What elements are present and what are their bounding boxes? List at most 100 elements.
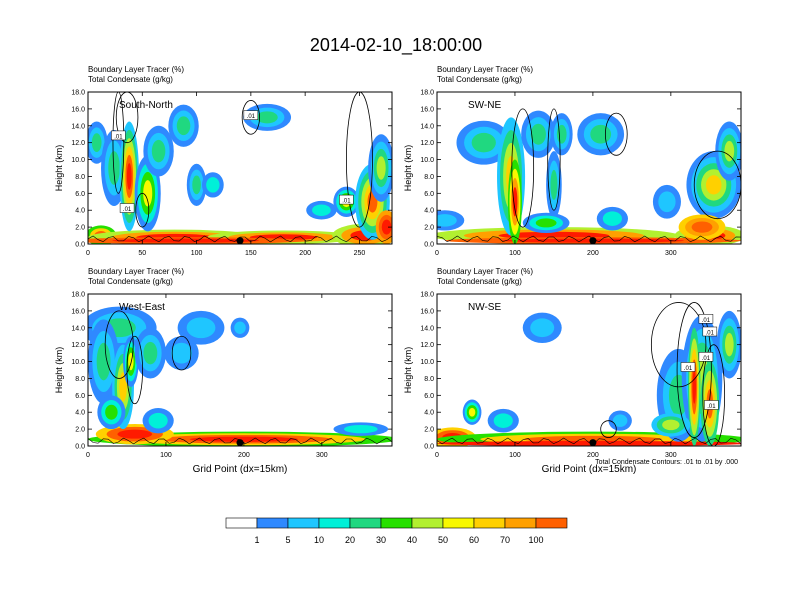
- y-axis-label: Height (km): [54, 145, 64, 192]
- colorbar: 1 5 10 20 30 40 50 60 70 100: [225, 517, 568, 545]
- plot-frame: [436, 293, 742, 447]
- contour-label-box: [680, 362, 696, 372]
- contour-line: [600, 420, 617, 438]
- field-blob: [535, 218, 557, 228]
- contour-line: [241, 100, 260, 135]
- contour-line: [135, 192, 150, 228]
- y-axis-label: Height (km): [403, 145, 413, 192]
- y-tick-label: 0.0: [75, 444, 85, 451]
- contour-label: .01: [706, 331, 715, 337]
- y-tick-label: 4.0: [75, 410, 85, 417]
- location-marker: [236, 439, 244, 447]
- colorbar-label: 50: [438, 535, 448, 545]
- field-blob: [468, 407, 476, 417]
- y-tick-label: 6.0: [424, 191, 434, 198]
- panel-label: South-North: [119, 100, 173, 111]
- panel-4: .01 .01 .01 .01 .01 0.0 2.0 4.0 6.0 8.0 10.0 12.0 14…: [403, 267, 742, 475]
- field-blob: [437, 440, 741, 446]
- field-blob: [437, 214, 457, 227]
- location-marker: [236, 237, 244, 245]
- contour-label: .01: [707, 404, 716, 410]
- x-tick-label: 200: [299, 250, 311, 257]
- y-tick-label: 2.0: [424, 427, 434, 434]
- field-blob: [590, 124, 612, 144]
- y-tick-label: 6.0: [75, 393, 85, 400]
- y-tick-label: 14.0: [71, 325, 85, 332]
- field-blob: [143, 180, 153, 207]
- field-blob: [112, 238, 260, 243]
- surface-contour: [437, 437, 741, 445]
- field-blob: [344, 424, 378, 434]
- panel-label: SW-NE: [468, 100, 501, 111]
- x-tick-label: 200: [587, 250, 599, 257]
- y-tick-label: 8.0: [424, 174, 434, 181]
- panel-subtitle-line1: Boundary Layer Tracer (%): [88, 267, 184, 276]
- field-blob: [705, 175, 722, 195]
- contour-line: [171, 335, 192, 371]
- contour-line: [676, 302, 712, 438]
- contour-footnote: Total Condensate Contours: .01 to .01 by…: [595, 459, 738, 466]
- x-axis-label: Grid Point (dx=15km): [193, 464, 288, 475]
- panel-2: 0.0 2.0 4.0 6.0 8.0 10.0 12.0 14.0 16.0 18.0 0 100 2…: [403, 65, 742, 257]
- y-tick-label: 12.0: [71, 342, 85, 349]
- x-tick-label: 50: [138, 250, 146, 257]
- y-tick-label: 14.0: [420, 325, 434, 332]
- panel-label: NW-SE: [468, 302, 501, 313]
- x-tick-label: 200: [238, 452, 250, 459]
- contour-label: .01: [247, 114, 256, 120]
- contour-label-box: [111, 130, 126, 141]
- contour-line: [346, 92, 373, 228]
- field-blob: [119, 372, 127, 402]
- colorbar-swatch: [318, 517, 351, 529]
- field-blob: [256, 111, 278, 124]
- colorbar-label: 10: [314, 535, 324, 545]
- x-tick-label: 0: [435, 452, 439, 459]
- field-blob: [662, 419, 680, 431]
- plot-frame: [436, 91, 742, 245]
- field-blob: [471, 132, 496, 153]
- y-axis-label: Height (km): [403, 347, 413, 394]
- colorbar-swatch: [225, 517, 258, 529]
- y-tick-label: 18.0: [420, 90, 434, 97]
- field-blob: [151, 139, 166, 163]
- contour-label-box: [698, 352, 714, 362]
- y-tick-label: 12.0: [420, 140, 434, 147]
- colorbar-swatch: [442, 517, 475, 529]
- field-blob: [530, 123, 546, 145]
- panel-subtitle-line1: Boundary Layer Tracer (%): [88, 65, 184, 74]
- y-tick-label: 0.0: [424, 242, 434, 249]
- y-tick-label: 18.0: [71, 90, 85, 97]
- condensate-contours: [88, 92, 392, 243]
- panel-subtitle-line2: Total Condensate (g/kg): [437, 277, 522, 286]
- x-tick-label: 200: [587, 452, 599, 459]
- field-blob: [550, 169, 558, 200]
- x-axis-label: Grid Point (dx=15km): [542, 464, 637, 475]
- y-tick-label: 12.0: [420, 342, 434, 349]
- colorbar-label: 40: [407, 535, 417, 545]
- y-tick-label: 2.0: [424, 225, 434, 232]
- field-blob: [91, 133, 102, 153]
- field-blob: [530, 318, 555, 338]
- colorbar-swatch: [287, 517, 320, 529]
- contour-line: [511, 108, 535, 228]
- y-tick-label: 18.0: [71, 292, 85, 299]
- surface-contour: [437, 235, 741, 243]
- contour-line: [126, 335, 143, 405]
- colorbar-label: 70: [500, 535, 510, 545]
- field-blob: [176, 116, 191, 136]
- panel-subtitle-line1: Boundary Layer Tracer (%): [437, 267, 533, 276]
- x-tick-label: 300: [316, 452, 328, 459]
- y-tick-label: 0.0: [424, 444, 434, 451]
- y-tick-label: 10.0: [420, 157, 434, 164]
- y-tick-label: 10.0: [420, 359, 434, 366]
- field-blob: [658, 191, 676, 213]
- contour-line: [104, 310, 134, 379]
- field-blob: [148, 412, 168, 429]
- contour-label-box: [704, 400, 719, 410]
- y-tick-label: 2.0: [75, 225, 85, 232]
- y-tick-label: 14.0: [71, 123, 85, 130]
- condensate-contours: [437, 302, 741, 446]
- x-tick-label: 300: [665, 250, 677, 257]
- colorbar-swatch: [349, 517, 382, 529]
